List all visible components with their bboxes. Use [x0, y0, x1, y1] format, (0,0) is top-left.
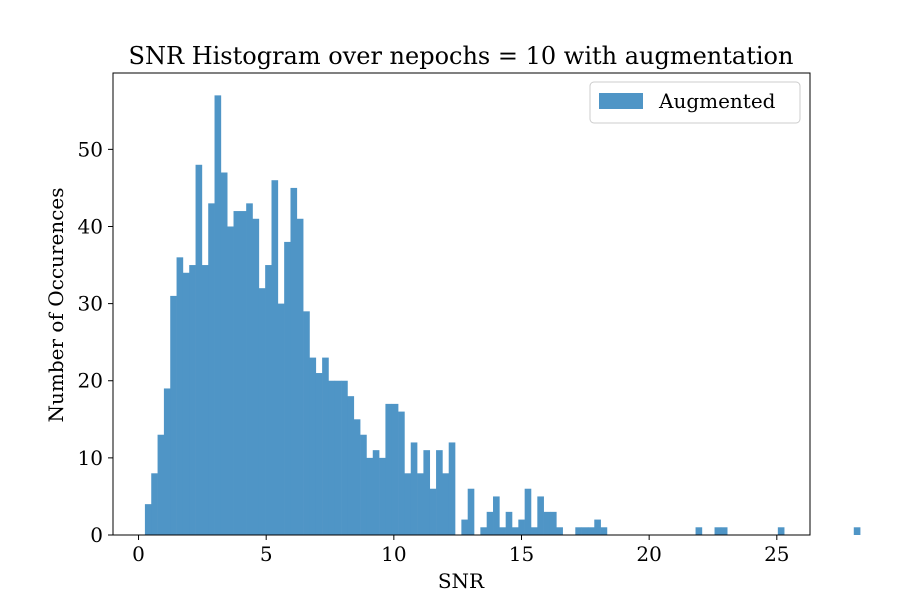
- histogram-bar: [499, 527, 506, 535]
- histogram-bar: [720, 527, 728, 535]
- y-tick-label: 40: [78, 214, 103, 238]
- x-axis-label: SNR: [438, 569, 485, 593]
- histogram-bar: [353, 419, 361, 535]
- histogram-bar: [239, 211, 247, 535]
- histogram-bar: [480, 527, 487, 535]
- histogram-bar: [429, 488, 437, 535]
- histogram-bar: [214, 95, 222, 536]
- histogram-bar: [372, 450, 380, 535]
- histogram-bar: [227, 226, 234, 536]
- legend: Augmented: [589, 81, 801, 124]
- histogram-bar: [493, 496, 500, 535]
- histogram-bar: [404, 473, 412, 535]
- histogram-bar: [195, 164, 203, 535]
- histogram-bar: [334, 380, 342, 535]
- histogram-bar: [505, 511, 513, 535]
- histogram-bar: [201, 265, 209, 535]
- histogram-bar: [587, 527, 595, 535]
- histogram-bar: [398, 411, 405, 535]
- histogram-bar: [537, 496, 544, 535]
- histogram-bar: [423, 450, 431, 535]
- histogram-bar: [163, 388, 171, 535]
- x-tick-label: 15: [509, 542, 534, 566]
- histogram-bar: [714, 527, 722, 535]
- histogram-bar: [391, 403, 399, 535]
- histogram-bar: [530, 527, 538, 535]
- histogram-bar: [600, 527, 608, 535]
- legend-label: Augmented: [658, 89, 776, 113]
- histogram-bar: [328, 380, 336, 535]
- histogram-bar: [170, 295, 177, 535]
- histogram-bar: [258, 288, 266, 535]
- histogram-bar: [581, 527, 589, 535]
- histogram-bar: [347, 396, 355, 535]
- histogram-bar: [549, 511, 557, 535]
- histogram-bar: [461, 519, 468, 535]
- histogram-bar: [271, 180, 279, 535]
- histogram-bar: [341, 380, 348, 535]
- histogram-bar: [233, 211, 241, 535]
- y-tick-label: 20: [78, 369, 103, 393]
- histogram-bar: [144, 504, 152, 535]
- x-tick-label: 0: [132, 542, 145, 566]
- histogram-bar: [448, 442, 456, 535]
- histogram-bar: [524, 488, 532, 535]
- histogram-bar: [189, 265, 196, 535]
- histogram-bar: [290, 187, 298, 536]
- histogram-bar: [486, 511, 494, 535]
- histogram-bar: [366, 457, 374, 535]
- y-axis-label: Number of Occurences: [44, 188, 68, 423]
- legend-frame: [589, 81, 801, 124]
- histogram-bar: [296, 218, 304, 535]
- histogram-bar: [575, 527, 582, 535]
- histogram-bar: [252, 218, 260, 535]
- histogram-bar: [157, 434, 165, 535]
- histogram-bar: [518, 519, 525, 535]
- histogram-bar: [385, 403, 393, 535]
- chart-title: SNR Histogram over nepochs = 10 with aug…: [129, 42, 794, 70]
- histogram-bar: [436, 450, 443, 535]
- y-tick-label: 30: [78, 292, 103, 316]
- y-tick-label: 50: [78, 137, 103, 161]
- histogram-bar: [556, 527, 563, 535]
- x-tick-label: 10: [381, 542, 406, 566]
- histogram-bar: [360, 434, 367, 535]
- histogram-bar: [379, 457, 386, 535]
- histogram-bar: [410, 442, 418, 535]
- histogram-bar: [442, 473, 450, 535]
- histogram-bar: [284, 241, 291, 535]
- histogram-bar: [246, 203, 253, 535]
- histogram-bar: [467, 488, 475, 535]
- histogram-bar: [176, 257, 184, 535]
- histogram-bar: [151, 473, 158, 535]
- histogram-bar: [220, 172, 228, 535]
- histogram-bar: [322, 357, 329, 535]
- y-tick-label: 10: [78, 446, 103, 470]
- histogram-bar: [265, 265, 272, 535]
- histogram-bar: [277, 303, 285, 535]
- histogram-bar: [315, 373, 323, 535]
- histogram-bar: [208, 203, 215, 535]
- legend-swatch: [599, 93, 643, 109]
- histogram-bar: [303, 311, 310, 535]
- histogram-bar: [695, 527, 703, 535]
- y-tick-label: 0: [90, 523, 103, 547]
- histogram-bar: [777, 527, 785, 535]
- x-tick-label: 20: [636, 542, 661, 566]
- histogram-bar: [853, 527, 861, 535]
- histogram-bar: [594, 519, 601, 535]
- x-tick-label: 5: [260, 542, 273, 566]
- bars-group: [144, 95, 861, 536]
- histogram-bar: [512, 527, 519, 535]
- histogram-bar: [309, 357, 317, 535]
- histogram-bar: [182, 272, 190, 535]
- histogram-bar: [543, 511, 551, 535]
- axes-group: 0 5 10 15 20 25 0 10 20 30 40 50: [78, 72, 811, 566]
- histogram-bar: [417, 473, 424, 535]
- x-tick-label: 25: [764, 542, 789, 566]
